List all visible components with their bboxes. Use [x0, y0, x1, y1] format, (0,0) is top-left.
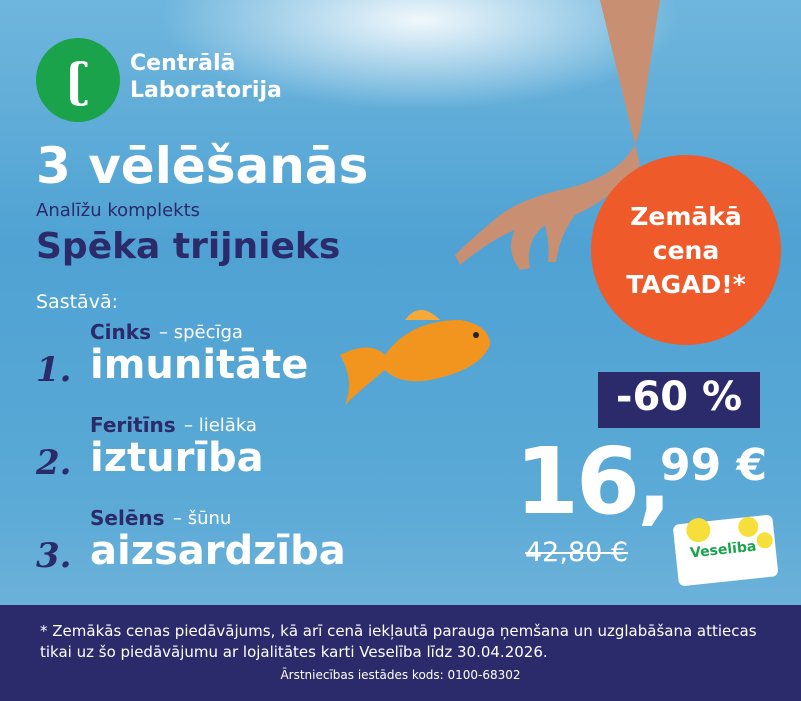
logo-circle	[36, 38, 120, 122]
fish	[340, 310, 490, 405]
discount: -60 %	[615, 374, 743, 420]
badge-circle	[591, 155, 781, 345]
item-desc: – lielāka	[184, 415, 257, 436]
badge: Zemākā cena TAGAD!*	[591, 200, 781, 302]
item-desc: – spēcīga	[159, 322, 243, 343]
discount-box	[598, 372, 760, 428]
subtitle: Analīžu komplekts	[36, 200, 201, 221]
price-cents: 99 €	[660, 440, 768, 491]
item-name: Selēns	[90, 506, 165, 530]
logo-line: Centrālā	[130, 51, 236, 76]
old-price: 42,80 €	[525, 537, 629, 568]
composition-label: Sastāvā:	[36, 291, 118, 313]
badge-line: cena	[652, 236, 720, 265]
item-benefit: aizsardzība	[90, 528, 346, 574]
badge-line: TAGAD!*	[626, 270, 746, 299]
footer-code: Ārstniecības iestādes kods: 0100-68302	[280, 668, 521, 682]
item-name: Cinks	[90, 320, 151, 344]
footer-note: * Zemākās cenas piedāvājums, kā arī cenā…	[40, 622, 757, 661]
logo-line: Laboratorija	[130, 78, 282, 103]
decor: ʗ	[36, 0, 781, 586]
product: Spēka trijnieks	[36, 226, 341, 267]
item-benefit: imunitāte	[90, 342, 309, 388]
item-number: 3.	[36, 536, 72, 576]
footer: * Zemākās cenas piedāvājums, kā arī cenā…	[0, 605, 801, 701]
headline: 3 vēlēšanās	[36, 137, 369, 195]
item-name: Feritīns	[90, 413, 176, 437]
logo-text: Centrālā Laboratorija	[130, 50, 282, 104]
price-main: 16,	[515, 428, 672, 535]
hand	[455, 0, 660, 270]
light	[160, 0, 680, 110]
item-number: 2.	[36, 443, 72, 483]
badge-line: Zemākā	[630, 202, 742, 231]
item-number: 1.	[36, 350, 72, 390]
item-benefit: izturība	[90, 435, 264, 481]
item-desc: – šūnu	[173, 508, 232, 529]
logo-mark: ʗ	[65, 53, 90, 107]
card	[673, 514, 778, 586]
